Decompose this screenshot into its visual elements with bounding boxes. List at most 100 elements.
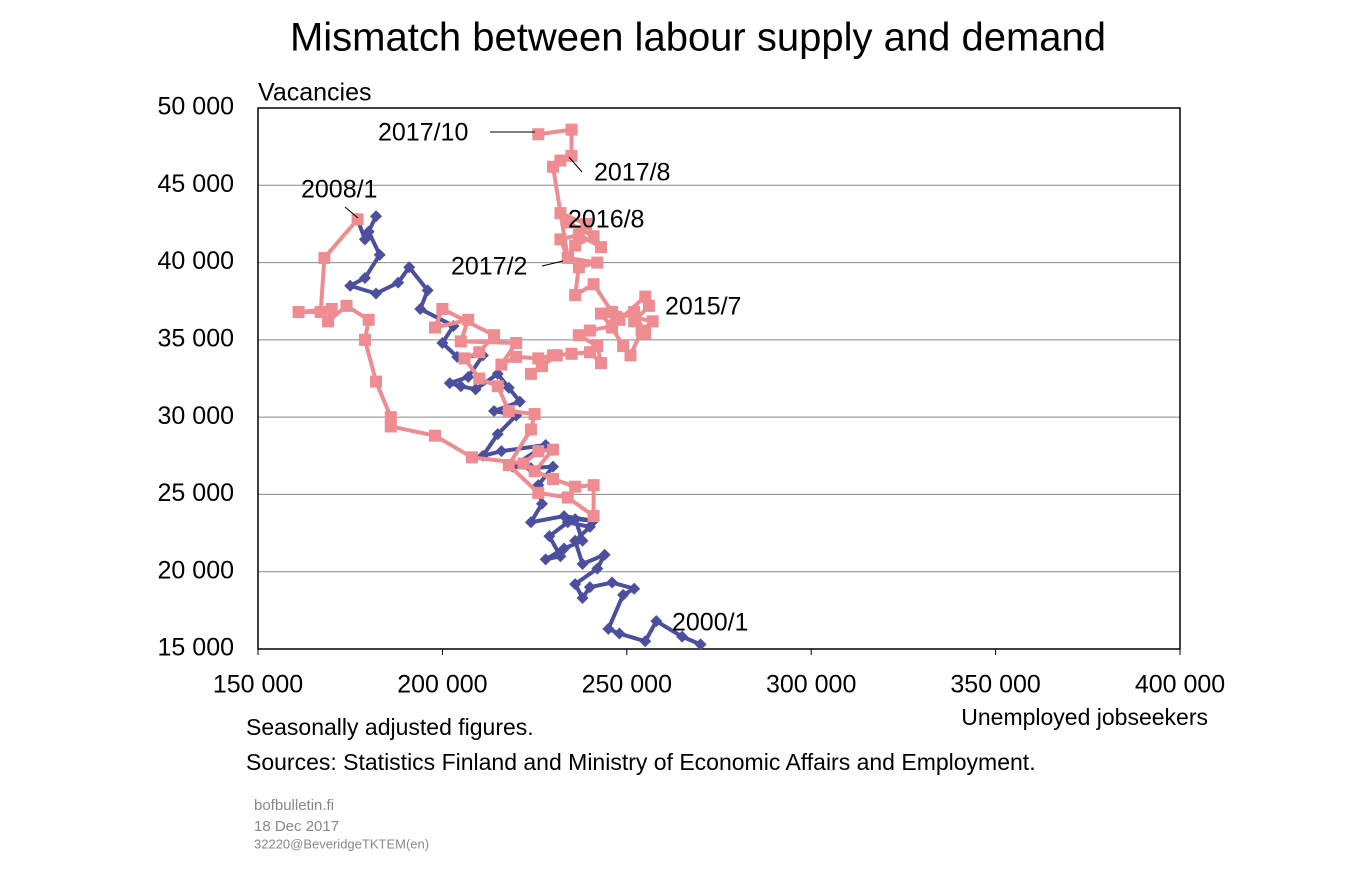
marker <box>421 284 434 297</box>
annotation: 2017/2 <box>451 253 527 281</box>
marker <box>429 429 442 442</box>
footer: 18 Dec 2017 <box>254 818 339 835</box>
marker <box>594 241 607 254</box>
marker <box>502 381 515 394</box>
marker <box>628 582 641 595</box>
marker <box>495 445 508 458</box>
marker <box>565 149 578 162</box>
x-tick-label: 300 000 <box>766 671 856 699</box>
marker <box>591 340 604 353</box>
marker <box>646 315 659 328</box>
y-tick-label: 40 000 <box>158 247 234 275</box>
marker <box>591 562 604 575</box>
y-tick-label: 50 000 <box>158 93 234 121</box>
marker <box>606 306 619 319</box>
y-tick-label: 35 000 <box>158 324 234 352</box>
marker <box>462 313 475 326</box>
marker <box>502 459 515 472</box>
marker <box>598 548 611 561</box>
marker <box>572 228 585 241</box>
marker <box>436 336 449 349</box>
marker <box>532 445 545 458</box>
marker <box>550 349 563 362</box>
marker <box>535 360 548 373</box>
marker <box>370 375 383 388</box>
marker <box>513 395 526 408</box>
marker <box>436 302 449 315</box>
x-tick-label: 200 000 <box>397 671 487 699</box>
marker <box>613 627 626 640</box>
marker <box>606 321 619 334</box>
marker <box>569 289 582 302</box>
marker <box>565 347 578 360</box>
marker <box>580 217 593 230</box>
marker <box>583 324 596 337</box>
marker <box>572 261 585 274</box>
marker <box>322 315 335 328</box>
marker <box>587 278 600 291</box>
marker <box>617 588 630 601</box>
marker <box>524 516 537 529</box>
marker <box>594 357 607 370</box>
marker <box>572 329 585 342</box>
marker <box>602 622 615 635</box>
marker <box>532 128 545 141</box>
marker <box>569 513 582 526</box>
marker <box>351 213 364 226</box>
marker <box>358 272 371 285</box>
annotation: 2017/10 <box>378 119 468 147</box>
marker <box>639 635 652 648</box>
marker <box>676 630 689 643</box>
marker <box>535 497 548 510</box>
y-tick-label: 25 000 <box>158 479 234 507</box>
note: Sources: Statistics Finland and Ministry… <box>246 749 1036 775</box>
marker <box>370 210 383 223</box>
marker <box>344 279 357 292</box>
y-tick-label: 15 000 <box>158 634 234 662</box>
marker <box>561 251 574 264</box>
marker <box>510 336 523 349</box>
marker <box>532 486 545 499</box>
marker <box>587 479 600 492</box>
marker <box>547 443 560 456</box>
marker <box>524 367 537 380</box>
marker <box>491 367 504 380</box>
x-tick-label: 250 000 <box>582 671 672 699</box>
marker <box>591 256 604 269</box>
marker <box>510 350 523 363</box>
marker <box>384 411 397 424</box>
y-axis-label: Vacancies <box>258 79 372 107</box>
marker <box>528 408 541 421</box>
x-tick-label: 350 000 <box>950 671 1040 699</box>
marker <box>558 510 571 523</box>
marker <box>318 251 331 264</box>
marker <box>624 349 637 362</box>
marker <box>517 457 530 470</box>
marker <box>502 404 515 417</box>
marker <box>576 557 589 570</box>
marker <box>628 315 641 328</box>
marker <box>639 327 652 340</box>
marker <box>370 287 383 300</box>
y-tick-label: 45 000 <box>158 170 234 198</box>
marker <box>558 542 571 555</box>
marker <box>565 123 578 136</box>
marker <box>628 306 641 319</box>
marker <box>325 302 338 315</box>
marker <box>617 340 630 353</box>
marker <box>292 306 305 319</box>
marker <box>547 460 560 473</box>
annotation: 2016/8 <box>568 206 644 234</box>
marker <box>639 290 652 303</box>
marker <box>458 352 471 365</box>
marker <box>373 248 386 261</box>
marker <box>576 591 589 604</box>
marker <box>569 534 582 547</box>
marker <box>454 380 467 393</box>
y-tick-label: 30 000 <box>158 402 234 430</box>
marker <box>543 530 556 543</box>
chart-title: Mismatch between labour supply and deman… <box>290 16 1106 60</box>
marker <box>488 329 501 342</box>
marker <box>488 404 501 417</box>
marker <box>473 346 486 359</box>
